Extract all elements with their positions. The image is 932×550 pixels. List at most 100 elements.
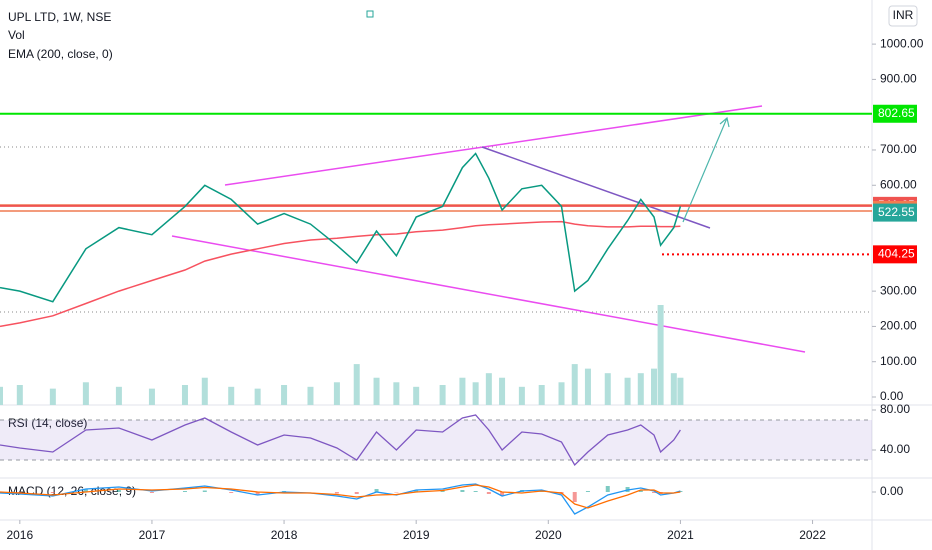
currency: INR <box>893 8 914 22</box>
macd-histogram <box>572 492 577 502</box>
macd-histogram <box>652 492 656 493</box>
volume-bar <box>201 377 208 405</box>
macd-histogram <box>149 492 154 493</box>
x-tick-label: 2019 <box>403 528 430 542</box>
macd-histogram <box>202 490 207 492</box>
macd-histogram <box>394 492 399 493</box>
price-tag-label: 522.55 <box>878 205 915 219</box>
volume-bar <box>254 388 261 405</box>
volume-bar <box>281 385 288 405</box>
macd-histogram <box>440 490 445 492</box>
price-line <box>0 152 682 303</box>
volume-bar <box>538 385 545 405</box>
macd-histogram <box>460 490 465 492</box>
volume-bar <box>373 377 380 405</box>
volume-bar <box>637 373 644 405</box>
volume-bar <box>393 382 400 405</box>
volume-bar <box>584 368 591 405</box>
volume-bar <box>115 386 122 405</box>
macd-histogram <box>83 489 88 492</box>
macd-histogram <box>605 486 610 492</box>
y-tick-label: 600.00 <box>880 177 917 191</box>
volume-bar <box>604 373 611 405</box>
price-tag-label: 802.65 <box>878 106 915 120</box>
volume-bar <box>518 386 525 405</box>
volume-bar <box>677 377 684 405</box>
volume-bar <box>472 382 479 405</box>
rsi-tick-label: 40.00 <box>880 442 910 456</box>
macd-histogram <box>50 492 55 493</box>
volume-bar <box>439 385 446 405</box>
y-tick-label: 100.00 <box>880 354 917 368</box>
trendline <box>171 235 806 353</box>
macd-histogram <box>182 491 187 492</box>
volume-bar <box>651 368 657 405</box>
legend-vol: Vol <box>8 28 25 42</box>
y-tick-label: 700.00 <box>880 142 917 156</box>
marker <box>366 10 374 18</box>
macd-histogram <box>585 491 590 492</box>
volume-bar <box>0 386 3 405</box>
volume-bar <box>670 373 677 405</box>
target-arrow <box>682 116 730 223</box>
macd-tick-label: 0.00 <box>880 484 904 498</box>
price-tag <box>873 203 917 222</box>
volume-bar <box>413 386 420 405</box>
volume-bar <box>571 364 578 405</box>
volume-bar <box>307 386 314 405</box>
rsi-line <box>0 414 681 467</box>
macd-title: MACD (12, 26, close, 9) <box>8 484 136 498</box>
price-tag-label: 404.25 <box>878 247 915 261</box>
x-tick-label: 2022 <box>799 528 826 542</box>
macd-histogram <box>374 489 379 492</box>
y-tick-label: 200.00 <box>880 319 917 333</box>
y-tick-label: 1000.00 <box>880 36 924 50</box>
signal-line <box>0 484 681 509</box>
rsi-tick-label: 80.00 <box>880 402 910 416</box>
x-tick-label: 2020 <box>535 528 562 542</box>
x-tick-label: 2018 <box>271 528 298 542</box>
volume-bar <box>558 382 565 405</box>
volume-bar <box>333 382 340 405</box>
volume-bar <box>16 385 23 405</box>
trendline <box>481 146 711 229</box>
price-tag <box>873 104 917 123</box>
price-tag <box>873 245 917 264</box>
trendline <box>224 105 763 186</box>
y-tick-label: 0.00 <box>880 389 904 403</box>
volume-bar <box>49 388 56 405</box>
x-tick-label: 2017 <box>139 528 166 542</box>
macd-histogram <box>486 492 491 494</box>
macd-histogram <box>500 492 505 496</box>
macd-histogram <box>229 492 234 493</box>
chart-title: UPL LTD, 1W, NSE <box>8 10 111 24</box>
volume-bar <box>657 305 664 405</box>
volume-bar <box>353 364 360 405</box>
rsi-band <box>0 420 872 460</box>
macd-histogram <box>473 491 478 492</box>
volume-bar <box>459 377 466 405</box>
volume-bar <box>499 377 506 405</box>
x-tick-label: 2016 <box>6 528 33 542</box>
volume-bar <box>148 388 155 405</box>
y-tick-label: 900.00 <box>880 72 917 86</box>
macd-histogram <box>116 490 121 492</box>
macd-histogram <box>414 490 419 492</box>
macd-histogram <box>354 492 359 494</box>
x-tick-label: 2021 <box>667 528 694 542</box>
macd-histogram <box>334 492 339 494</box>
ema-line <box>0 220 681 328</box>
macd-histogram <box>638 490 643 492</box>
y-tick-label: 300.00 <box>880 283 917 297</box>
volume-bar <box>181 385 188 405</box>
legend-ema: EMA (200, close, 0) <box>8 47 113 61</box>
macd-histogram <box>255 492 260 495</box>
volume-bar <box>228 386 235 405</box>
currency-badge[interactable] <box>888 5 918 27</box>
volume-bar <box>82 382 89 405</box>
volume-bar <box>624 377 631 405</box>
volume-bar <box>485 373 492 405</box>
